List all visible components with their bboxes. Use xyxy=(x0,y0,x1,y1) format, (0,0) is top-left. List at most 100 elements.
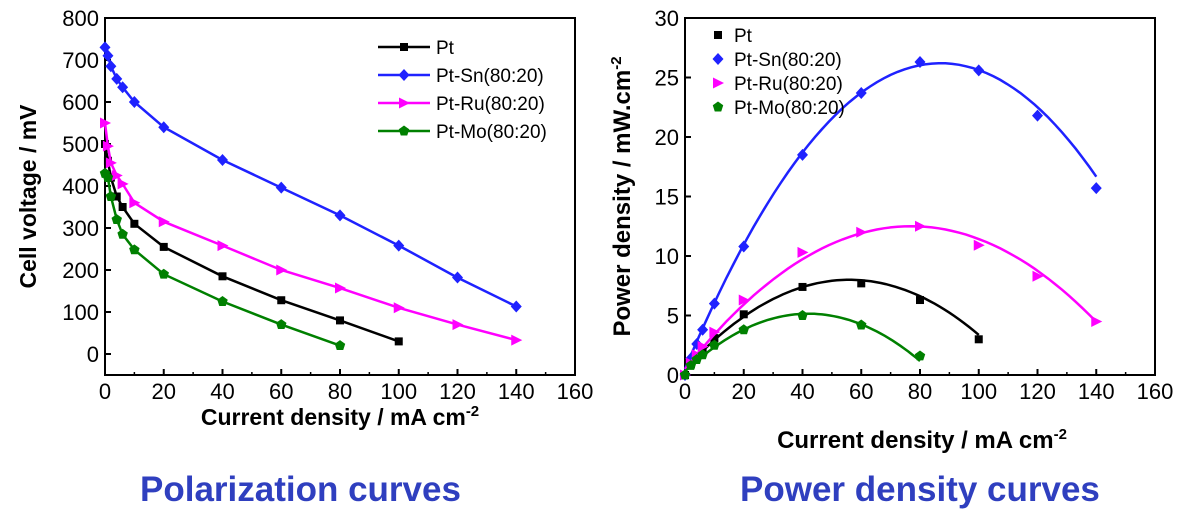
left-data-point xyxy=(159,242,168,251)
left-legend-label: Pt-Ru(80:20) xyxy=(436,94,545,115)
polarization-caption: Polarization curves xyxy=(140,470,461,509)
left-data-point xyxy=(105,60,117,73)
left-data-point xyxy=(128,96,140,108)
left-data-point xyxy=(102,49,114,62)
left-legend-label: Pt xyxy=(436,38,455,59)
left-series-pt xyxy=(101,140,403,346)
right-xtick-label: 80 xyxy=(908,379,932,404)
right-data-point xyxy=(973,64,985,77)
right-plot-frame xyxy=(684,17,1156,376)
right-data-point xyxy=(797,148,808,161)
left-data-point xyxy=(335,282,346,294)
right-data-point xyxy=(857,279,866,288)
right-xtick-label: 140 xyxy=(1078,379,1115,404)
right-ytick-label: 5 xyxy=(667,304,679,329)
left-xtick-label: 20 xyxy=(152,379,176,404)
left-data-point xyxy=(217,296,228,306)
right-xtick-label: 100 xyxy=(960,379,997,404)
left-data-point xyxy=(158,268,169,279)
right-ytick-label: 15 xyxy=(655,185,679,210)
right-data-point xyxy=(914,350,926,361)
right-legend-label: Pt xyxy=(734,26,753,47)
right-series-pt xyxy=(681,278,983,379)
left-xtick-label: 40 xyxy=(210,379,234,404)
left-data-point xyxy=(394,337,403,346)
right-data-point xyxy=(679,369,691,380)
left-data-point xyxy=(111,214,122,225)
right-data-point xyxy=(1091,315,1103,327)
right-legend-marker xyxy=(712,53,724,65)
right-fit-curve xyxy=(684,278,980,370)
right-series-pt-mo-80-20 xyxy=(679,310,926,380)
right-data-point xyxy=(739,310,748,319)
right-fit-curve xyxy=(683,61,1098,370)
right-data-point xyxy=(915,220,926,232)
left-xtick-label: 100 xyxy=(380,379,417,404)
right-legend: Pt Pt-Sn(80:20) Pt-Ru(80:20) Pt-Mo(80:20) xyxy=(712,26,845,119)
left-data-point xyxy=(217,240,229,252)
left-data-point xyxy=(336,316,344,325)
right-data-point xyxy=(697,323,709,336)
right-xtick-label: 120 xyxy=(1019,379,1056,404)
left-data-point xyxy=(105,157,117,169)
right-data-point xyxy=(710,334,719,343)
left-data-point xyxy=(130,219,139,228)
right-legend-label: Pt-Sn(80:20) xyxy=(734,50,842,71)
left-x-axis-label-main: Current density / mA cm xyxy=(201,404,466,430)
left-data-point xyxy=(129,197,141,209)
left-data-point xyxy=(217,153,228,166)
right-data-point xyxy=(738,294,750,306)
right-y-axis-label: Power density / mW.cm-2 xyxy=(608,56,636,336)
right-x-axis-label-main: Current density / mA cm xyxy=(777,427,1054,454)
left-data-point xyxy=(510,300,522,313)
left-ytick-label: 800 xyxy=(62,6,99,31)
left-data-point xyxy=(102,172,114,183)
left-data-point xyxy=(275,181,287,194)
left-data-point xyxy=(100,117,111,129)
left-legend-label: Pt-Sn(80:20) xyxy=(436,66,544,87)
left-xtick-label: 140 xyxy=(498,379,535,404)
right-ytick-label: 0 xyxy=(667,363,679,388)
left-data-point xyxy=(111,170,123,181)
left-legend-marker xyxy=(398,69,410,81)
left-xtick-label: 160 xyxy=(557,379,594,404)
left-series-pt-ru-80-20 xyxy=(100,117,523,346)
left-data-point xyxy=(111,72,123,85)
left-x-axis-label-sup: -2 xyxy=(466,403,479,420)
right-y-axis-label-sup: -2 xyxy=(608,56,625,69)
right-ytick-label: 10 xyxy=(655,244,679,269)
left-ytick-label: 200 xyxy=(62,258,99,283)
right-ytick-label: 20 xyxy=(655,125,679,150)
left-data-point xyxy=(117,81,129,94)
left-xtick-label: 80 xyxy=(328,379,352,404)
right-data-point xyxy=(697,349,708,360)
left-data-point xyxy=(277,296,286,305)
left-series-line xyxy=(103,122,517,342)
right-fit-curve xyxy=(684,225,1098,370)
left-data-point xyxy=(334,209,346,222)
right-data-point xyxy=(697,340,709,352)
left-legend-marker xyxy=(400,43,408,51)
left-legend-marker xyxy=(399,97,410,109)
left-data-point xyxy=(158,216,170,228)
right-data-point xyxy=(738,240,750,253)
left-data-point xyxy=(158,121,170,134)
right-data-point xyxy=(1032,270,1044,282)
left-series-pt-sn-80-20 xyxy=(99,41,522,313)
left-y-axis-label: Cell voltage / mV xyxy=(15,104,41,289)
right-x-axis-label-sup: -2 xyxy=(1054,426,1067,443)
left-data-point xyxy=(452,319,464,331)
left-legend-label: Pt-Mo(80:20) xyxy=(436,122,547,143)
left-data-point xyxy=(276,264,288,276)
polarization-chart: 0 20 40 60 80 100 120 140 160 0 100 200 300 400 500 600… xyxy=(15,6,594,430)
power-density-caption: Power density curves xyxy=(740,470,1100,509)
left-data-point xyxy=(218,272,227,281)
left-data-point xyxy=(334,340,346,351)
right-x-axis-label: Current density / mA cm-2 xyxy=(777,426,1067,454)
right-xtick-label: 40 xyxy=(790,379,814,404)
left-series-line xyxy=(103,172,341,347)
right-legend-label: Pt-Ru(80:20) xyxy=(734,74,843,95)
left-ytick-label: 400 xyxy=(62,174,99,199)
right-legend-marker xyxy=(714,31,722,39)
